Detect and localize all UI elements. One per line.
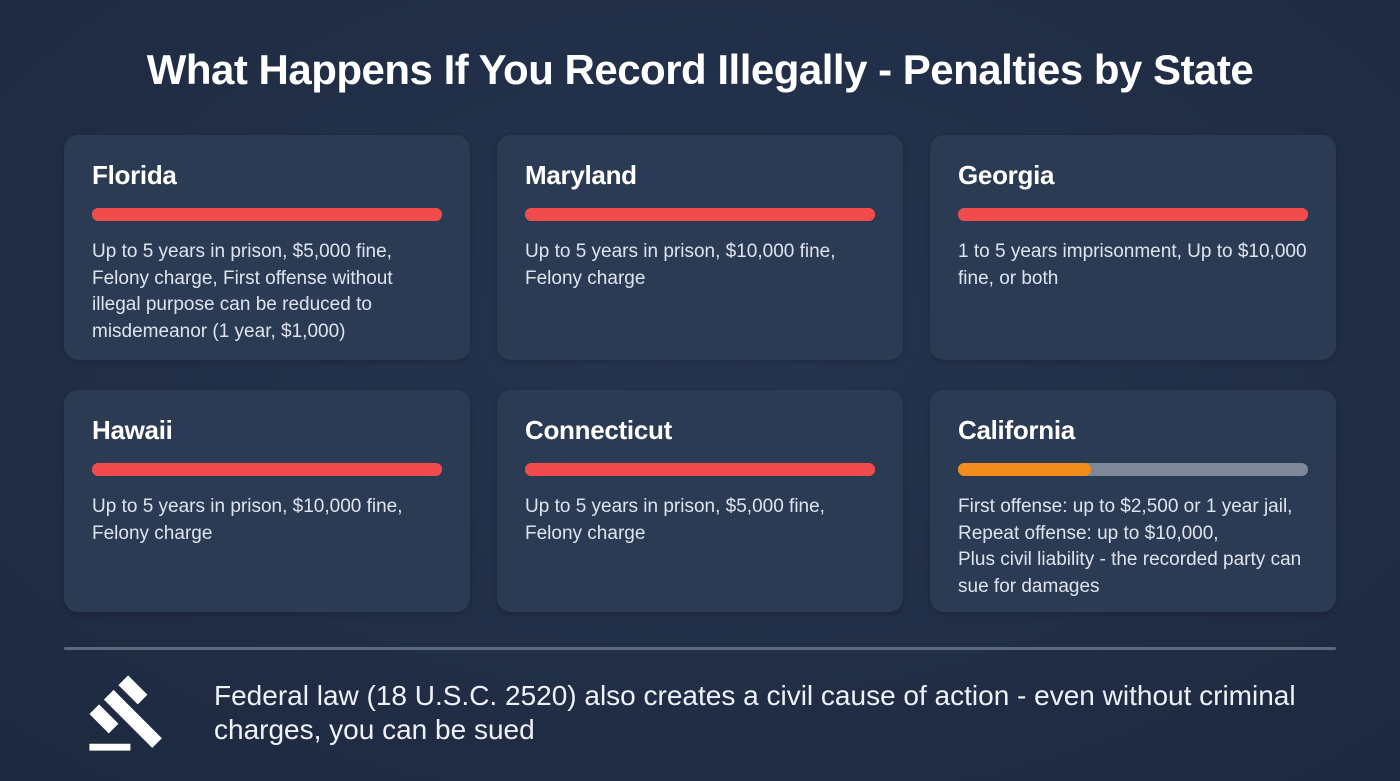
severity-bar-fill (958, 208, 1308, 221)
footer-note-row: Federal law (18 U.S.C. 2520) also create… (0, 670, 1400, 756)
state-name: Connecticut (525, 415, 672, 445)
page-title: What Happens If You Record Illegally - P… (146, 46, 1254, 93)
penalty-card-florida: Florida Up to 5 years in prison, $5,000 … (64, 135, 470, 360)
severity-bar-track (92, 208, 442, 221)
penalty-card-california: California First offense: up to $2,500 o… (930, 390, 1336, 612)
state-name: Hawaii (92, 415, 173, 445)
severity-bar-track (92, 463, 442, 476)
state-name: Maryland (525, 160, 637, 190)
penalty-description: 1 to 5 years imprisonment, Up to $10,000… (958, 241, 1307, 289)
penalty-description: Up to 5 years in prison, $10,000 fine, F… (525, 241, 836, 289)
severity-bar-fill (92, 208, 442, 221)
penalty-card-connecticut: Connecticut Up to 5 years in prison, $5,… (497, 390, 903, 612)
state-name: California (958, 415, 1075, 445)
footer-divider (64, 647, 1336, 650)
severity-bar-track (958, 208, 1308, 221)
penalty-card-hawaii: Hawaii Up to 5 years in prison, $10,000 … (64, 390, 470, 612)
state-name: Florida (92, 160, 177, 190)
severity-bar-fill (958, 463, 1091, 476)
severity-bar-fill (525, 208, 875, 221)
footer-note-text: Federal law (18 U.S.C. 2520) also create… (214, 679, 1296, 745)
severity-bar-fill (92, 463, 442, 476)
penalty-description: First offense: up to $2,500 or 1 year ja… (958, 496, 1302, 597)
state-name: Georgia (958, 160, 1055, 190)
severity-bar-track (525, 208, 875, 221)
severity-bar-track (525, 463, 875, 476)
penalty-cards-grid: Florida Up to 5 years in prison, $5,000 … (64, 135, 1336, 612)
severity-bar-track (958, 463, 1308, 476)
severity-bar-fill (525, 463, 875, 476)
penalty-description: Up to 5 years in prison, $5,000 fine, Fe… (525, 496, 825, 544)
penalty-card-maryland: Maryland Up to 5 years in prison, $10,00… (497, 135, 903, 360)
penalty-description: Up to 5 years in prison, $10,000 fine, F… (92, 496, 403, 544)
penalty-card-georgia: Georgia 1 to 5 years imprisonment, Up to… (930, 135, 1336, 360)
penalty-description: Up to 5 years in prison, $5,000 fine, Fe… (92, 241, 393, 342)
gavel-icon (84, 670, 170, 756)
